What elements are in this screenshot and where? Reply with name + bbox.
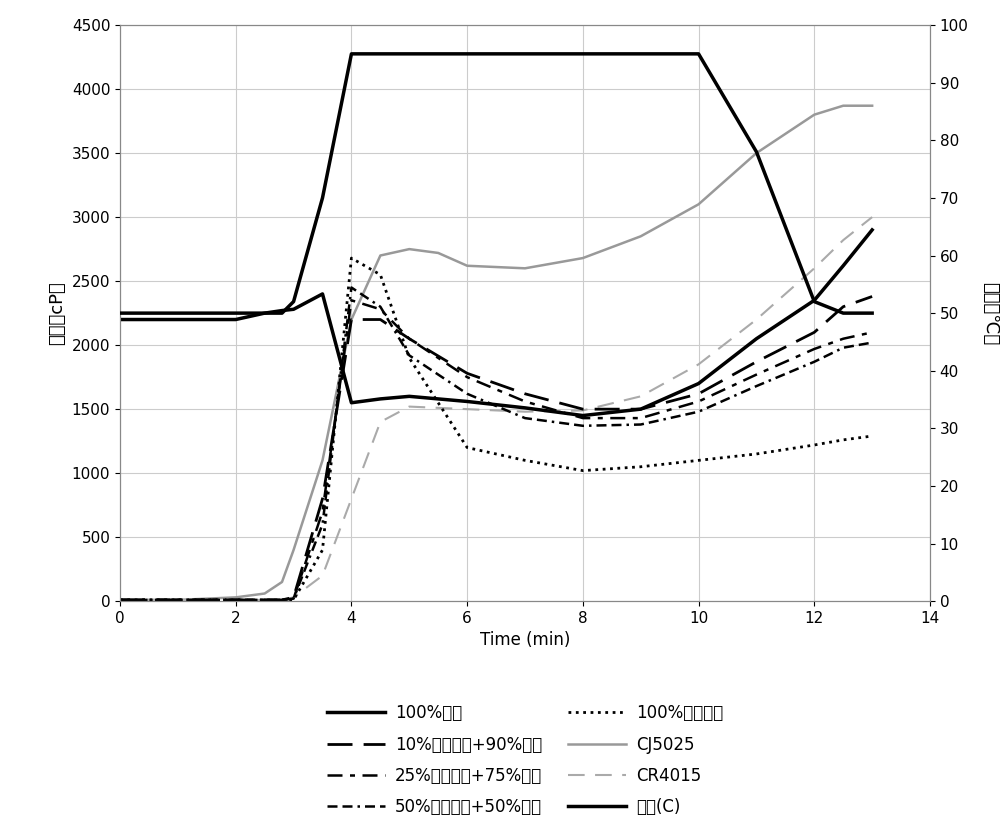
Y-axis label: 粘度（cP）: 粘度（cP） xyxy=(48,281,66,345)
Y-axis label: 温度（℃）: 温度（℃） xyxy=(981,281,999,345)
Legend: 100%药麦, 10%蜡质玉米+90%药麦, 25%蜡质玉米+75%药麦, 50%蜡质玉米+50%药麦, 100%蜡质玉米, CJ5025, CR4015, 温: 100%药麦, 10%蜡质玉米+90%药麦, 25%蜡质玉米+75%药麦, 50… xyxy=(319,696,731,825)
X-axis label: Time (min): Time (min) xyxy=(480,631,570,650)
